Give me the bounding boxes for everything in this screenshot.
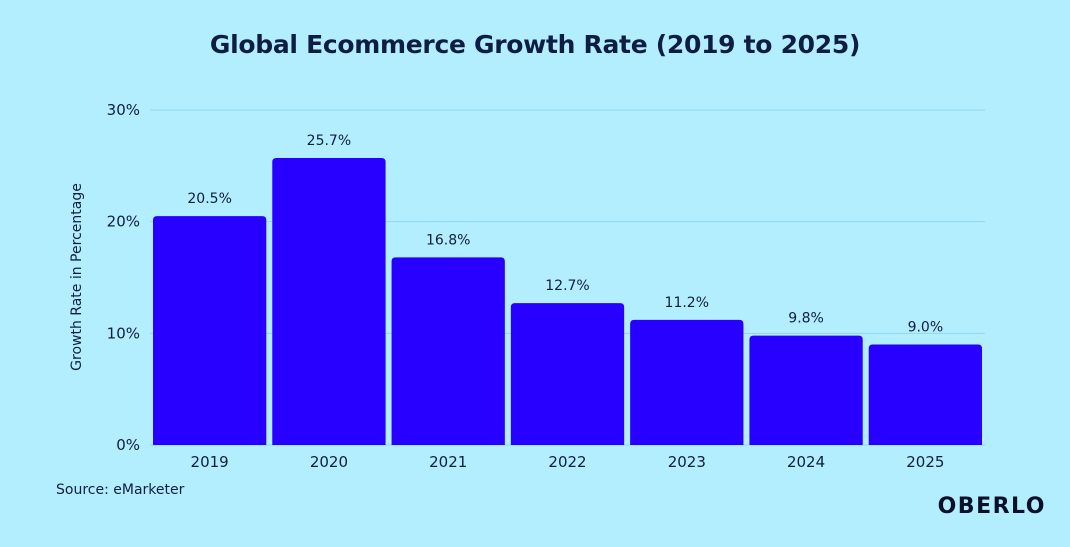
source-note: Source: eMarketer	[56, 482, 185, 498]
brand-logo: OBERLO	[937, 494, 1046, 519]
x-tick-label-2019: 2019	[191, 453, 229, 471]
chart-title: Global Ecommerce Growth Rate (2019 to 20…	[209, 30, 861, 59]
data-label-2023: 11.2%	[665, 295, 709, 311]
bar-2024	[749, 335, 863, 445]
bar-2025	[868, 344, 982, 445]
data-label-2021: 16.8%	[426, 232, 470, 248]
y-tick-label: 10%	[107, 324, 140, 342]
x-tick-label-2025: 2025	[906, 453, 944, 471]
data-labels: 20.5% 25.7% 16.8% 12.7% 11.2% 9.8% 9.0%	[187, 133, 943, 335]
bar-2021	[391, 257, 505, 445]
y-tick-label: 0%	[116, 436, 140, 454]
data-label-2024: 9.8%	[788, 311, 824, 327]
data-label-2020: 25.7%	[307, 133, 351, 149]
y-tick-label: 30%	[107, 101, 140, 119]
x-tick-label-2020: 2020	[310, 453, 348, 471]
bar-2019	[153, 216, 267, 445]
x-tick-label-2024: 2024	[787, 453, 825, 471]
bars	[153, 158, 982, 445]
bar-2023	[630, 319, 744, 445]
bar-2022	[510, 303, 625, 445]
x-tick-label-2021: 2021	[429, 453, 467, 471]
bar-2020	[272, 158, 386, 445]
x-tick-label-2022: 2022	[548, 453, 586, 471]
y-axis-ticks: 0% 10% 20% 30%	[107, 101, 140, 454]
data-label-2022: 12.7%	[545, 278, 589, 294]
y-axis-label: Growth Rate in Percentage	[69, 183, 85, 371]
x-axis-ticks: 2019 2020 2021 2022 2023 2024 2025	[191, 453, 945, 471]
data-label-2025: 9.0%	[908, 320, 944, 336]
x-tick-label-2023: 2023	[668, 453, 706, 471]
y-tick-label: 20%	[107, 213, 140, 231]
data-label-2019: 20.5%	[187, 191, 231, 207]
